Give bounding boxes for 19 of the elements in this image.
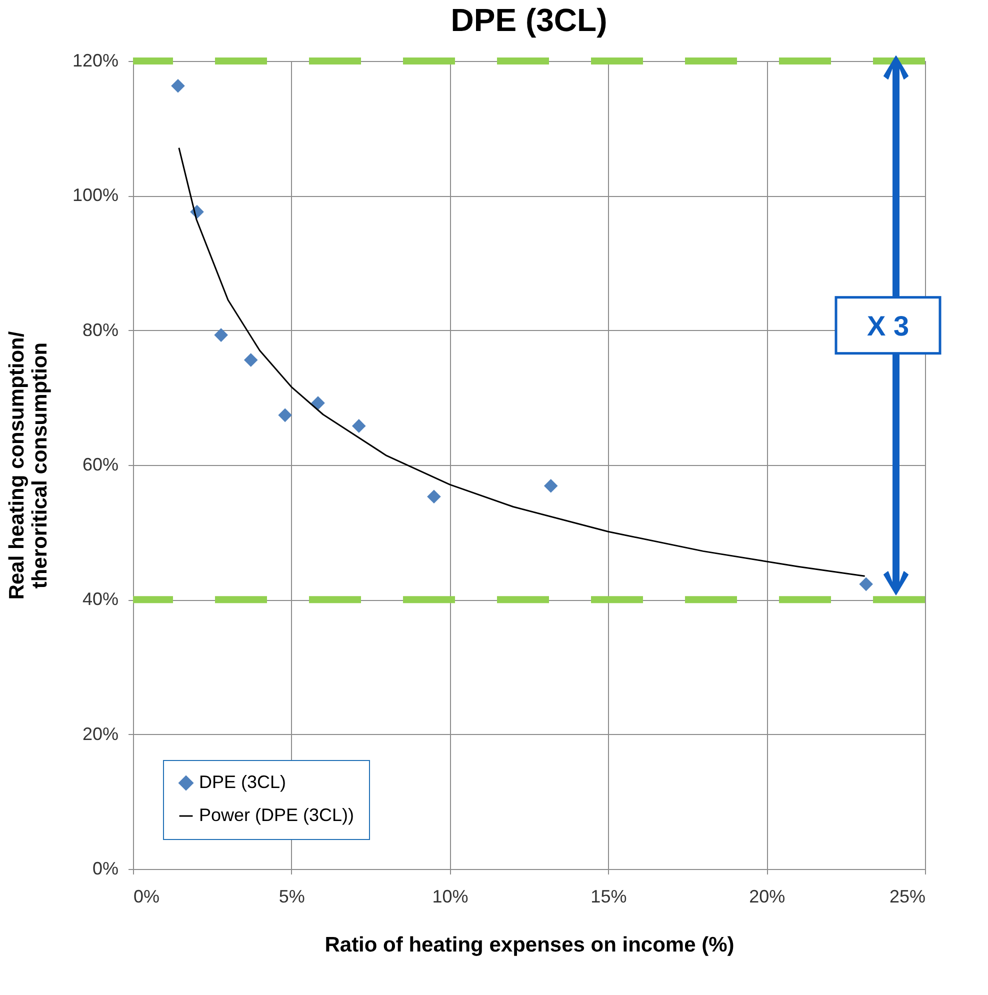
legend-label: Power (DPE (3CL)) bbox=[199, 805, 354, 825]
x-axis-title: Ratio of heating expenses on income (%) bbox=[324, 934, 734, 956]
y-tick-label: 40% bbox=[82, 589, 118, 610]
x-tick-label: 5% bbox=[278, 886, 305, 906]
y-tick-label: 120% bbox=[72, 50, 118, 70]
annotation: X 3 bbox=[866, 310, 910, 342]
x-tick-label: 0% bbox=[134, 886, 160, 906]
y-tick-label: 20% bbox=[82, 724, 118, 744]
legend-label: DPE (3CL) bbox=[199, 772, 286, 792]
y-tick-label: 80% bbox=[82, 320, 118, 340]
x-tick-label: 15% bbox=[590, 886, 627, 906]
chart-title: DPE (3CL) bbox=[450, 2, 608, 38]
x-tick-label: 10% bbox=[432, 886, 468, 906]
y-tick-label: 100% bbox=[72, 185, 118, 206]
y-tick-label: 60% bbox=[82, 454, 118, 474]
y-tick-label: 0% bbox=[92, 858, 118, 878]
x-tick-label: 20% bbox=[749, 886, 786, 906]
x-tick-label: 25% bbox=[889, 886, 926, 906]
y-axis-title: Real heating consumption/ theroritical consumption bbox=[5, 331, 52, 600]
